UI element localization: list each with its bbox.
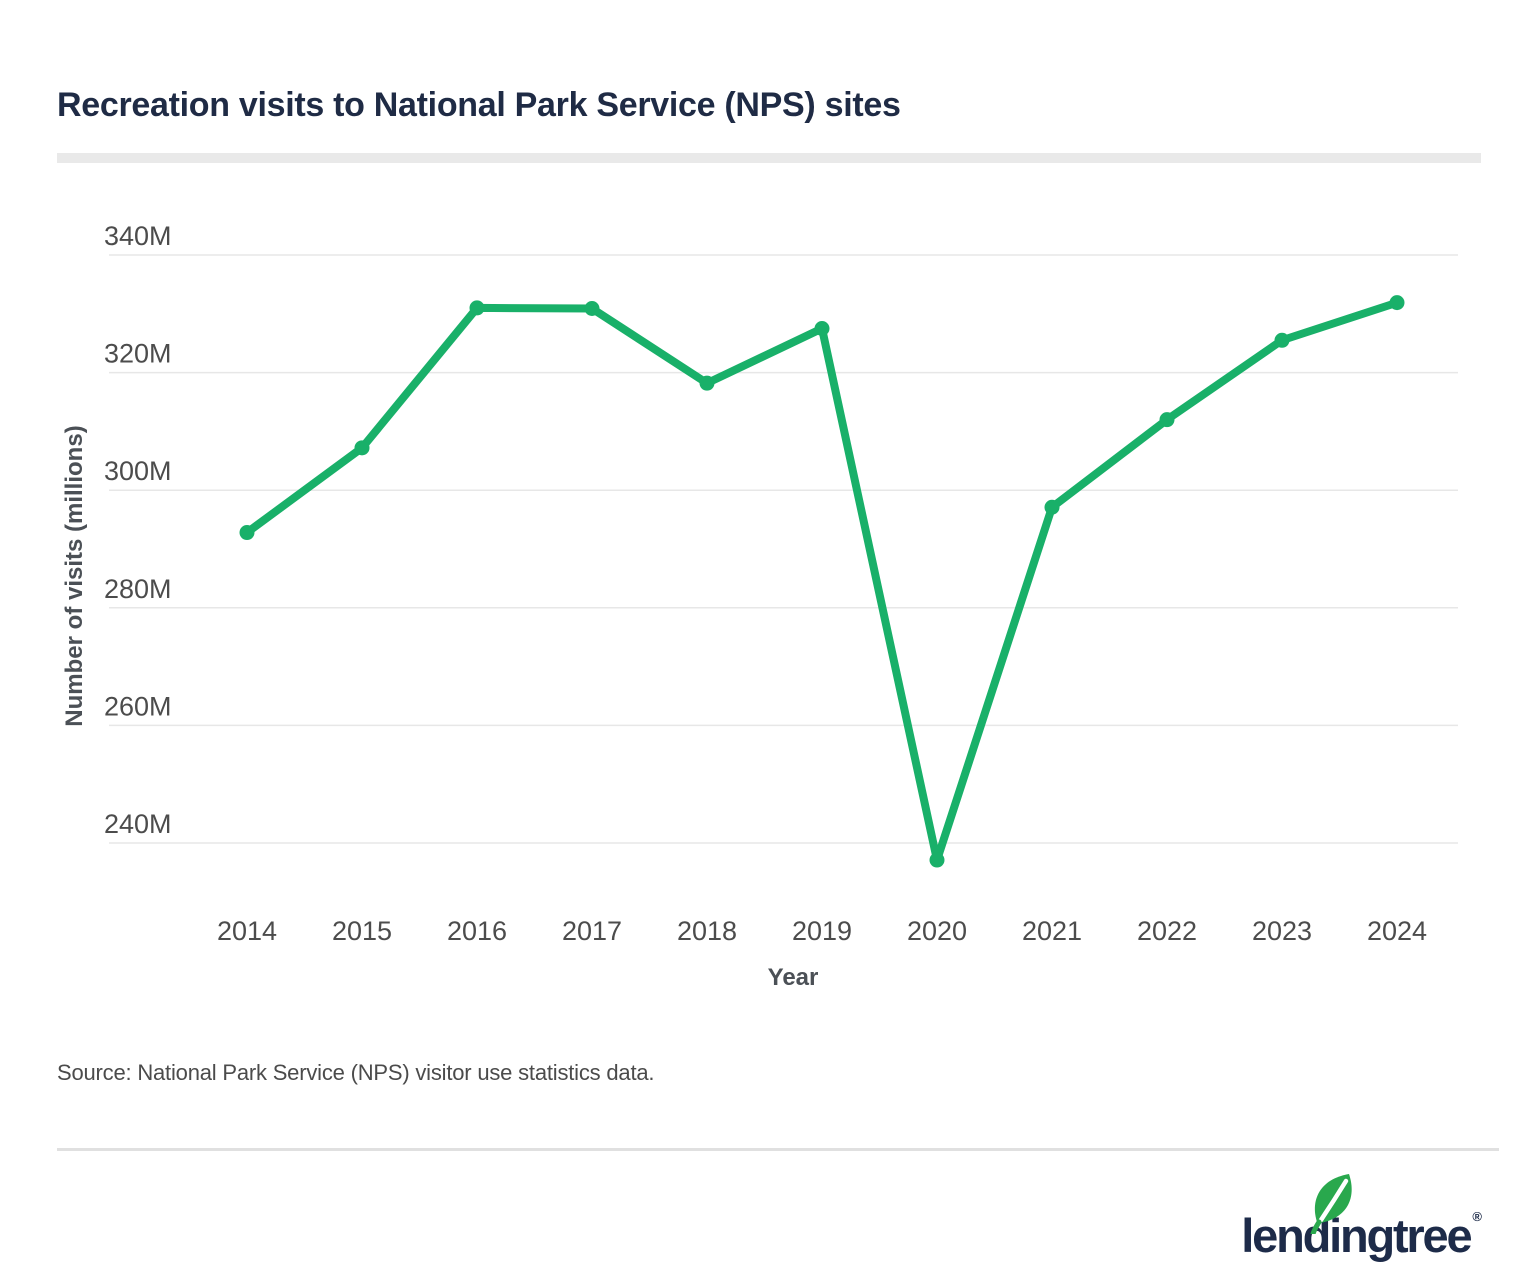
x-tick-label: 2017 <box>562 916 622 946</box>
data-point <box>584 301 600 317</box>
x-tick-label: 2018 <box>677 916 737 946</box>
x-tick-label: 2015 <box>332 916 392 946</box>
source-note: Source: National Park Service (NPS) visi… <box>57 1060 655 1085</box>
x-tick-label: 2019 <box>792 916 852 946</box>
data-point <box>1044 499 1060 515</box>
leaf-icon <box>1310 1174 1352 1234</box>
lendingtree-logo: lendingtree ® <box>1241 1174 1482 1262</box>
x-tick-label: 2020 <box>907 916 967 946</box>
logo-wordmark: lendingtree <box>1241 1209 1472 1262</box>
y-tick-label: 320M <box>104 339 172 369</box>
x-tick-label: 2016 <box>447 916 507 946</box>
page-title: Recreation visits to National Park Servi… <box>57 86 901 124</box>
data-point <box>469 300 485 316</box>
x-tick-label: 2024 <box>1367 916 1427 946</box>
data-point <box>699 375 715 391</box>
data-point <box>929 852 945 868</box>
y-tick-label: 240M <box>104 809 172 839</box>
y-tick-label: 280M <box>104 574 172 604</box>
data-point <box>1274 332 1290 348</box>
y-axis-title: Number of visits (millions) <box>61 425 88 726</box>
x-tick-label: 2023 <box>1252 916 1312 946</box>
x-axis-title: Year <box>768 964 819 991</box>
title-underline-bar <box>57 153 1481 163</box>
data-point <box>1389 295 1405 311</box>
x-tick-label: 2021 <box>1022 916 1082 946</box>
registered-mark: ® <box>1472 1209 1482 1224</box>
data-point <box>814 321 830 336</box>
data-point <box>354 440 370 456</box>
x-tick-label: 2022 <box>1137 916 1197 946</box>
footer-divider <box>57 1148 1499 1151</box>
y-tick-label: 340M <box>104 221 172 251</box>
trend-line <box>243 298 1401 865</box>
y-tick-label: 300M <box>104 456 172 486</box>
data-point <box>239 525 255 541</box>
data-point <box>1159 412 1175 428</box>
x-tick-label: 2014 <box>217 916 277 946</box>
y-tick-label: 260M <box>104 691 172 721</box>
